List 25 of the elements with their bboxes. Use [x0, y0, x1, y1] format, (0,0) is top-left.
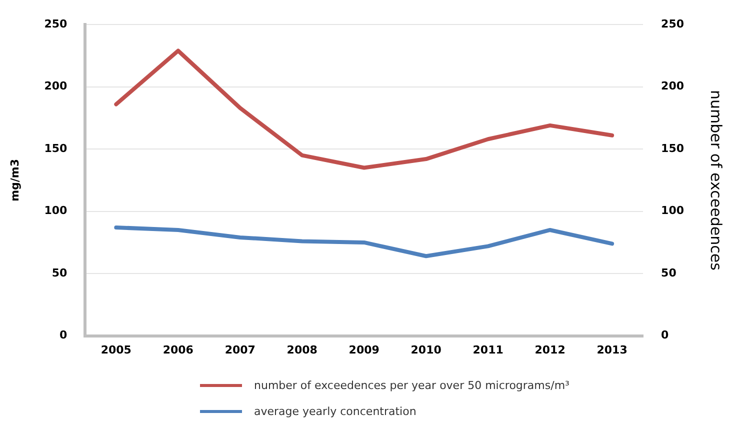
y-tick-label: 250 [44, 17, 68, 30]
y-axis-title: mg/m3 [8, 158, 22, 202]
x-tick-label: 2006 [162, 343, 194, 356]
y-tick-label: 0 [60, 328, 68, 342]
legend-label: average yearly concentration [254, 404, 416, 418]
x-tick-label: 2013 [596, 343, 628, 356]
y2-tick-label: 150 [661, 142, 684, 155]
x-tick-label: 2012 [534, 343, 566, 356]
y2-tick-label: 250 [661, 17, 684, 30]
x-tick-label: 2008 [286, 343, 318, 356]
y2-tick-label: 100 [661, 204, 684, 218]
y-tick-label: 150 [44, 142, 68, 155]
y2-tick-label: 200 [661, 80, 684, 93]
legend-label: number of exceedences per year over 50 micrograms/m³ [254, 378, 570, 392]
x-tick-label: 2007 [224, 343, 256, 356]
x-tick-label: 2011 [472, 343, 504, 356]
x-tick-label: 2010 [410, 343, 442, 356]
y2-tick-label: 0 [661, 328, 670, 342]
x-tick-label: 2009 [348, 343, 380, 356]
y2-axis-title: number of exceedences [707, 90, 726, 271]
x-tick-label: 2005 [100, 343, 132, 356]
y-tick-label: 100 [44, 204, 68, 218]
y2-tick-label: 50 [661, 266, 677, 280]
y-tick-label: 50 [52, 266, 68, 280]
y-tick-label: 200 [44, 80, 68, 93]
